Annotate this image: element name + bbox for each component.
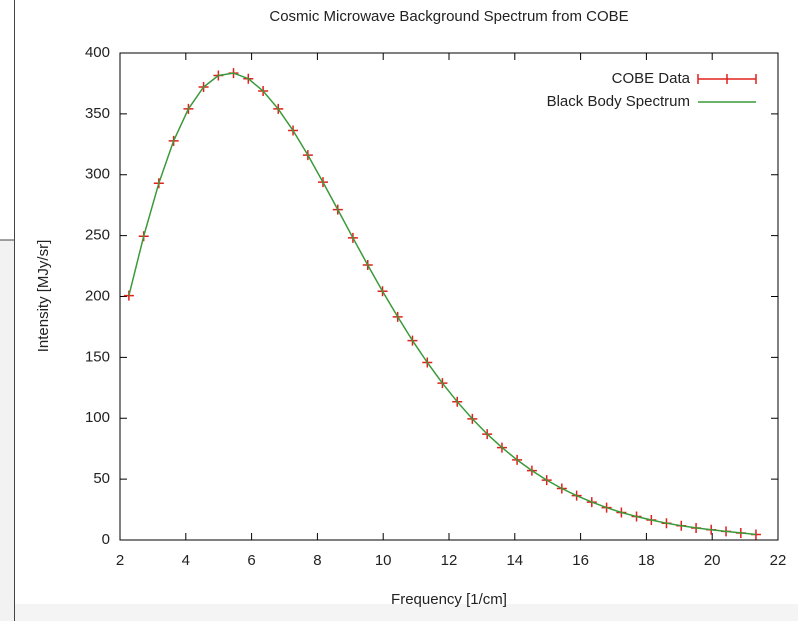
x-tick-label: 14: [506, 552, 523, 569]
legend-marker: [697, 74, 757, 84]
x-tick-label: 6: [247, 552, 255, 569]
data-point: [123, 290, 134, 301]
x-tick-label: 16: [572, 552, 589, 569]
x-tick-label: 12: [441, 552, 458, 569]
y-tick-label: 200: [85, 287, 110, 304]
x-tick-label: 18: [638, 552, 655, 569]
x-tick-label: 22: [770, 552, 787, 569]
series-line: [128, 72, 757, 536]
y-tick-label: 400: [85, 44, 110, 61]
legend-label: Black Body Spectrum: [547, 93, 690, 110]
y-tick-label: 150: [85, 348, 110, 365]
y-tick-label: 0: [102, 531, 110, 548]
legend-label: COBE Data: [612, 70, 691, 87]
y-tick-label: 50: [93, 470, 110, 487]
y-axis-label: Intensity [MJy/sr]: [35, 240, 52, 353]
x-tick-label: 2: [116, 552, 124, 569]
y-tick-label: 350: [85, 105, 110, 122]
footer-strip: [15, 604, 798, 621]
x-axis-label: Frequency [1/cm]: [391, 591, 507, 608]
x-tick-label: 4: [182, 552, 190, 569]
y-tick-label: 250: [85, 227, 110, 244]
background-window: [0, 240, 14, 621]
x-tick-label: 8: [313, 552, 321, 569]
x-tick-label: 10: [375, 552, 392, 569]
chart-title: Cosmic Microwave Background Spectrum fro…: [269, 8, 628, 25]
y-tick-label: 100: [85, 409, 110, 426]
y-tick-label: 300: [85, 166, 110, 183]
x-tick-label: 20: [704, 552, 721, 569]
